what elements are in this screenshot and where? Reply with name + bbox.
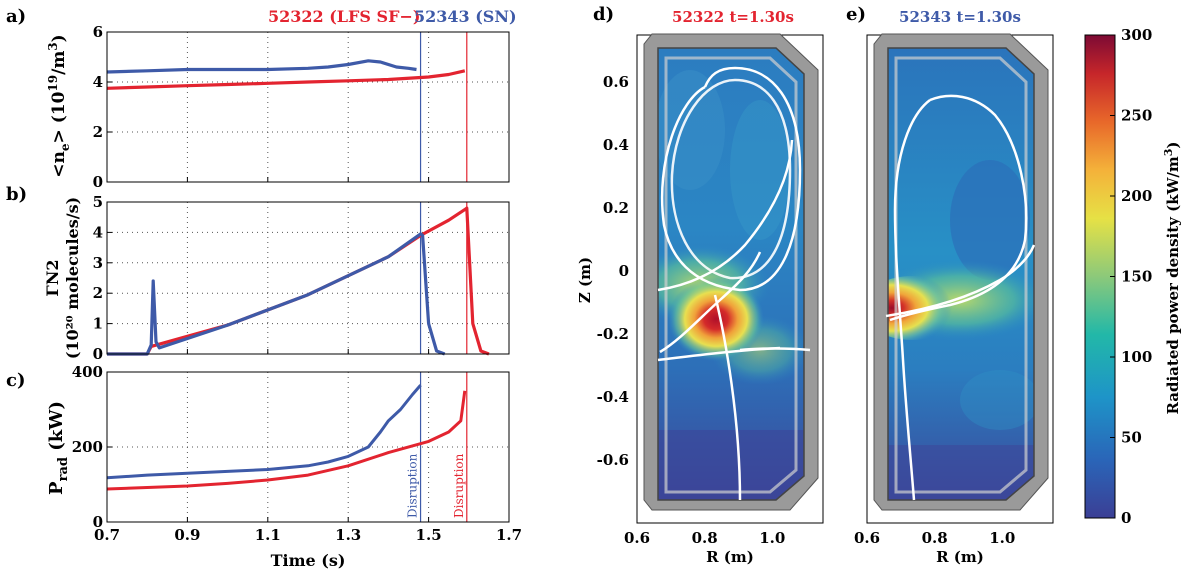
disruption-label: Disruption bbox=[406, 453, 420, 518]
ytick-label: 400 bbox=[72, 363, 103, 381]
series-line bbox=[106, 390, 467, 491]
series-line bbox=[107, 232, 446, 356]
xtick-label: 0.8 bbox=[922, 529, 948, 547]
colorbar: Radiated power density (kW/m3) 0 50 100 150… bbox=[1084, 26, 1182, 527]
ytick-label: 200 bbox=[72, 438, 103, 456]
ylabel-d: Z (m) bbox=[576, 257, 594, 303]
panel-label-e: e) bbox=[846, 4, 866, 25]
plot-b: 0 1 2 3 4 5 bbox=[93, 193, 510, 363]
xlabel-e: R (m) bbox=[936, 548, 984, 566]
title-e: 52343 t=1.30s bbox=[899, 8, 1021, 26]
xtick-label: 1.1 bbox=[255, 526, 281, 544]
ytick-label: -0.4 bbox=[597, 388, 629, 406]
header-left-legend: 52322 (LFS SF−) bbox=[268, 7, 420, 26]
colorbar-tick-label: 100 bbox=[1121, 348, 1152, 366]
heatmap-d bbox=[658, 48, 804, 500]
disruption-label: Disruption bbox=[452, 453, 466, 518]
ylabel-c: Prad (kW) bbox=[46, 401, 71, 495]
ytick-label: 0.6 bbox=[603, 73, 629, 91]
plot-c: 0 200 400 0.7 0.9 1.1 1.3 1.5 1.7 Disruption Disru… bbox=[72, 363, 522, 544]
ytick-label: 0 bbox=[93, 513, 103, 531]
flux-lines-e bbox=[885, 94, 1036, 501]
flux-lines-d bbox=[657, 66, 811, 501]
colorbar-tick-label: 150 bbox=[1121, 268, 1152, 286]
colorbar-tick-label: 250 bbox=[1121, 107, 1152, 125]
colorbar-label: Radiated power density (kW/m3) bbox=[1162, 141, 1182, 414]
heatmap-axes-d: 0.6 0.8 1.0 0.6 0.4 0.2 0 -0.2 -0.4 -0.6 bbox=[597, 73, 786, 547]
ytick-label: 3 bbox=[93, 254, 103, 272]
ytick-label: 2 bbox=[93, 284, 103, 302]
ytick-label: 0.2 bbox=[603, 199, 629, 217]
colorbar-tick-label: 200 bbox=[1121, 187, 1152, 205]
colorbar-tick-label: 50 bbox=[1121, 429, 1142, 447]
xtick-label: 0.6 bbox=[624, 529, 650, 547]
ytick-label: 0 bbox=[619, 262, 629, 280]
ylabel-b-line1: ΓN2 bbox=[43, 259, 62, 296]
panel-label-b: b) bbox=[6, 184, 27, 205]
xtick-label: 1.7 bbox=[496, 526, 522, 544]
ytick-label: -0.2 bbox=[597, 325, 629, 343]
panel-label-a: a) bbox=[6, 6, 26, 27]
axes-frame bbox=[106, 31, 510, 183]
panel-label-d: d) bbox=[593, 4, 614, 25]
xtick-label: 0.6 bbox=[854, 529, 880, 547]
xtick-label: 1.3 bbox=[335, 526, 361, 544]
ytick-label: 6 bbox=[93, 23, 103, 41]
ytick-label: 4 bbox=[93, 223, 103, 241]
colorbar-tick-label: 300 bbox=[1121, 26, 1152, 44]
ytick-label: 2 bbox=[93, 123, 103, 141]
series-line bbox=[106, 69, 466, 90]
ytick-label: 0 bbox=[93, 345, 103, 363]
plot-a: 0 2 4 6 bbox=[93, 23, 510, 191]
ytick-label: 4 bbox=[93, 73, 103, 91]
xtick-label: 0.9 bbox=[174, 526, 200, 544]
panel-b: b) ΓN2 (10²⁰ molecules/s) bbox=[6, 184, 82, 359]
colorbar-ticks: 0 50 100 150 200 250 300 bbox=[1110, 26, 1152, 527]
header-right-legend: 52343 (SN) bbox=[414, 7, 517, 26]
ytick-label: -0.6 bbox=[597, 451, 629, 469]
title-d: 52322 t=1.30s bbox=[672, 8, 794, 26]
xtick-label: 1.0 bbox=[759, 529, 785, 547]
ytick-label: 0 bbox=[93, 173, 103, 191]
ylabel-b-line2: (10²⁰ molecules/s) bbox=[63, 197, 82, 359]
xlabel-d: R (m) bbox=[706, 548, 754, 566]
panel-d: d) 52322 t=1.30s Z (m) R (m) bbox=[576, 4, 824, 566]
panel-c: c) Prad (kW) Time (s) bbox=[6, 370, 345, 570]
ylabel-a: <ne> (1019/m3) bbox=[46, 34, 72, 177]
colorbar-tick-label: 0 bbox=[1121, 509, 1131, 527]
xtick-label: 0.7 bbox=[94, 526, 120, 544]
panel-a: a) 52322 (LFS SF−) 52343 (SN) <ne> (1019… bbox=[6, 6, 517, 178]
xtick-label: 1.0 bbox=[989, 529, 1015, 547]
xtick-label: 0.8 bbox=[692, 529, 718, 547]
axes-frame bbox=[106, 201, 510, 355]
ytick-label: 1 bbox=[93, 315, 103, 333]
panel-e: e) 52343 t=1.30s R (m) bbox=[846, 4, 1054, 566]
series-line bbox=[106, 59, 417, 74]
heatmap-e bbox=[888, 48, 1034, 500]
ytick-label: 0.4 bbox=[603, 136, 629, 154]
xlabel-c: Time (s) bbox=[271, 551, 346, 570]
ytick-label: 5 bbox=[93, 193, 103, 211]
series-line bbox=[106, 384, 422, 480]
xtick-label: 1.5 bbox=[416, 526, 442, 544]
panel-label-c: c) bbox=[6, 370, 25, 391]
